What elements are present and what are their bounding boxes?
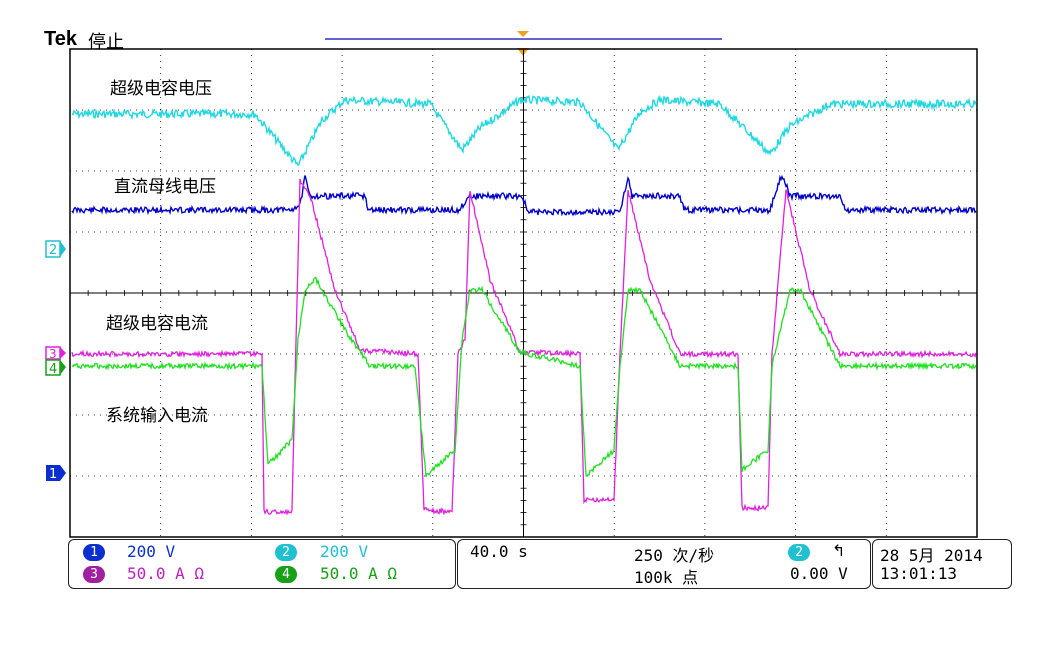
trigger-position-icon [517, 31, 529, 37]
svg-text:4: 4 [49, 362, 57, 377]
svg-text:1: 1 [49, 467, 57, 482]
time-per-div[interactable]: 40.0 s [470, 542, 528, 561]
time: 13:01:13 [880, 564, 958, 583]
status-bar: 1 200 V 2 200 V 3 50.0 A Ω 4 50.0 A Ω 40… [68, 539, 1012, 589]
trigger-source-badge[interactable]: 2 [788, 544, 810, 561]
ch4-scale[interactable]: 50.0 A Ω [320, 564, 398, 583]
ch3-marker[interactable]: 3 [45, 346, 66, 361]
ch1-marker[interactable]: 1 [46, 465, 66, 482]
ch4-marker[interactable]: 4 [45, 359, 66, 377]
rising-edge-icon[interactable]: ↰ [832, 541, 846, 560]
ch3-badge[interactable]: 3 [83, 566, 105, 583]
timebase-panel: 40.0 s 250 次/秒 100k 点 2 ↰ 0.00 V [457, 539, 871, 589]
date: 28 5月 2014 [880, 546, 983, 565]
brand-logo: Tek [44, 28, 77, 50]
ch1-badge[interactable]: 1 [83, 544, 105, 561]
ch2-trace [71, 94, 977, 167]
trigger-level[interactable]: 0.00 V [790, 564, 848, 583]
label-supercap-voltage: 超级电容电压 [110, 79, 212, 99]
ch2-marker[interactable]: 2 [45, 240, 66, 258]
label-supercap-current: 超级电容电流 [106, 314, 208, 334]
ch4-badge[interactable]: 4 [275, 566, 297, 583]
label-dc-bus-voltage: 直流母线电压 [114, 177, 216, 197]
ch3-trace [71, 178, 977, 516]
ch2-badge[interactable]: 2 [275, 544, 297, 561]
ch1-scale[interactable]: 200 V [127, 542, 176, 561]
record-length: 100k 点 [634, 568, 699, 587]
acquisition-state: 停止 [88, 32, 124, 53]
ch1-trace [71, 174, 977, 217]
ch2-scale[interactable]: 200 V [320, 542, 369, 561]
svg-text:3: 3 [49, 347, 57, 361]
svg-text:2: 2 [49, 243, 57, 258]
traces [71, 94, 977, 516]
ch4-trace [71, 276, 977, 478]
ch3-scale[interactable]: 50.0 A Ω [127, 564, 205, 583]
datetime-panel: 28 5月 2014 13:01:13 [872, 539, 1012, 589]
sample-rate: 250 次/秒 [634, 546, 715, 565]
waveform-display: 超级电容电压 直流母线电压 超级电容电流 系统输入电流 2 3 4 1 [45, 31, 978, 538]
graticule [69, 48, 978, 538]
label-system-input-current: 系统输入电流 [106, 406, 208, 426]
channel-scales-panel: 1 200 V 2 200 V 3 50.0 A Ω 4 50.0 A Ω [68, 539, 456, 589]
